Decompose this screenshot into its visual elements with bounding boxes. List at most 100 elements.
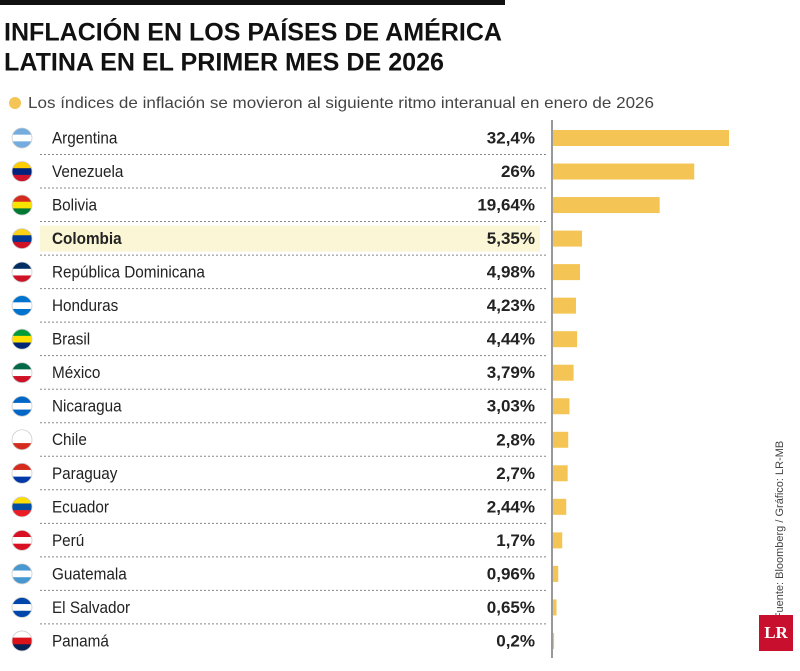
flag-stripe [12, 362, 32, 370]
flag [11, 328, 33, 350]
flag [11, 228, 33, 249]
bar [553, 297, 576, 314]
category-label: El Salvador [52, 598, 131, 617]
flag-stripe [12, 402, 32, 410]
flag-border [11, 563, 33, 585]
flag-stripe [12, 644, 32, 651]
value-label: 0,96% [487, 564, 535, 583]
flag-stripe [12, 141, 32, 148]
bar [553, 565, 559, 582]
value-label: 2,44% [487, 497, 535, 516]
category-label: Colombia [52, 229, 123, 248]
value-label: 2,7% [496, 464, 535, 483]
flag-stripe [12, 376, 32, 383]
flag [11, 261, 33, 283]
flag-stripe [12, 537, 32, 544]
category-label: Ecuador [52, 498, 110, 517]
value-label: 19,64% [477, 196, 535, 215]
flag-border [11, 362, 33, 384]
bar [553, 599, 557, 616]
flag [11, 597, 33, 618]
flag-stripe [12, 496, 32, 504]
flag-stripe [12, 195, 32, 203]
flag-stripe [12, 201, 32, 209]
flag-stripe [12, 469, 32, 477]
flag-border [11, 228, 33, 249]
flag-stripe [12, 476, 32, 484]
flag-stripe [12, 510, 32, 517]
category-label: Argentina [52, 129, 117, 148]
flag-border [11, 496, 33, 518]
category-label: Perú [52, 531, 84, 550]
flag-stripe [12, 637, 32, 645]
flag-border [11, 328, 33, 350]
flag-stripe [12, 128, 32, 135]
flag [11, 161, 33, 182]
value-label: 4,23% [487, 296, 535, 315]
logo: LR [764, 623, 788, 642]
flag-stripe [12, 577, 32, 584]
logo-box [759, 615, 793, 651]
bar [553, 163, 695, 180]
flag-stripe [12, 463, 32, 471]
bar [553, 331, 578, 348]
flag-stripe [12, 604, 32, 612]
source: Fuente: Bloomberg / Gráfico: LR-MB [774, 441, 786, 620]
bar [553, 398, 570, 415]
category-label: República Dominicana [52, 263, 205, 282]
flag-border [11, 261, 33, 283]
flag-stripe [12, 369, 32, 377]
flag-stripe [12, 168, 32, 176]
flag-stripe [12, 302, 32, 310]
category-label: Guatemala [52, 565, 127, 584]
bar [553, 230, 583, 247]
category-label: Bolivia [52, 196, 97, 215]
flag-stripe [12, 241, 32, 249]
value-label: 0,65% [487, 598, 535, 617]
flag-stripe [12, 262, 32, 270]
flag [11, 127, 33, 149]
flag-stripe [12, 275, 32, 283]
bar [553, 498, 567, 515]
chart-title-line2: LATINA EN EL PRIMER MES DE 2026 [4, 49, 444, 77]
flag-stripe [12, 436, 32, 444]
flag [11, 630, 33, 652]
flag-stripe [12, 530, 32, 538]
bar [553, 264, 581, 281]
value-label: 26% [501, 162, 535, 181]
flag [11, 429, 33, 451]
flag-stripe [12, 342, 32, 350]
flag-border [11, 194, 33, 216]
flag-border [11, 597, 33, 618]
bar [553, 197, 660, 214]
category-label: Venezuela [52, 162, 123, 181]
subtitle: Los índices de inflación se movieron al … [28, 95, 654, 112]
bar [553, 532, 563, 549]
flag-stripe [12, 610, 32, 618]
value-label: 3,79% [487, 363, 535, 382]
flag [11, 496, 33, 518]
bar [553, 465, 568, 482]
value-label: 5,35% [487, 229, 535, 248]
flag [11, 194, 33, 216]
chart-title: INFLACIÓN EN LOS PAÍSES DE AMÉRICA [4, 17, 502, 47]
flag-stripe [12, 161, 32, 169]
value-label: 4,98% [487, 263, 535, 282]
flag-stripe [12, 329, 32, 337]
flag-border [11, 429, 33, 451]
flag-stripe [12, 503, 32, 511]
flag-stripe [12, 563, 32, 571]
flag-stripe [12, 543, 32, 551]
bar [553, 130, 729, 146]
flag-border [11, 529, 33, 551]
flag [11, 529, 33, 551]
category-label: Honduras [52, 296, 118, 315]
value-label: 4,44% [487, 330, 535, 349]
value-label: 32,4% [487, 128, 535, 147]
bar [553, 632, 555, 649]
flag-border [11, 395, 33, 417]
value-label: 2,8% [496, 430, 535, 449]
flag-stripe [12, 570, 32, 578]
subtitle-dot [9, 97, 21, 109]
